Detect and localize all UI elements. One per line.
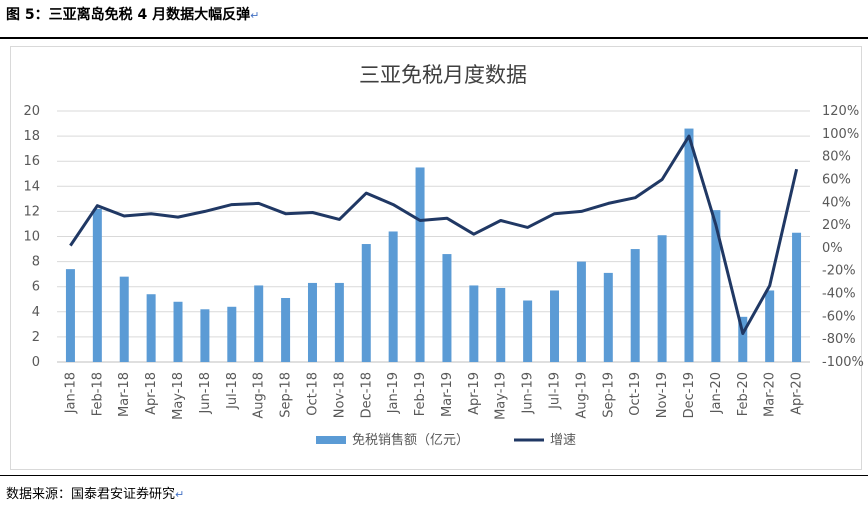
x-tick-label: Dec-18 — [359, 372, 374, 418]
x-tick-label: Feb-20 — [736, 372, 751, 416]
left-tick-label: 12 — [23, 204, 40, 219]
left-tick-label: 2 — [32, 330, 40, 345]
right-tick-label: -100% — [822, 355, 864, 370]
legend-bar-swatch — [316, 436, 346, 444]
bar — [792, 232, 802, 362]
return-mark: ↵ — [175, 488, 185, 501]
left-tick-label: 14 — [23, 179, 40, 194]
x-tick-label: May-19 — [494, 372, 509, 420]
left-tick-label: 6 — [32, 280, 40, 295]
right-tick-label: 20% — [822, 218, 851, 233]
right-tick-label: -80% — [822, 332, 856, 347]
left-tick-label: 18 — [23, 129, 40, 144]
top-divider — [0, 37, 868, 39]
x-axis-labels: Jan-18 Feb-18 Mar-18 Apr-18 May-18 Jun-18 Jul-… — [63, 372, 804, 420]
bar — [388, 231, 398, 362]
bar — [684, 128, 694, 362]
x-tick-label: Oct-19 — [628, 372, 643, 416]
bar — [146, 294, 156, 362]
legend: 免税销售额（亿元） 增速 — [316, 432, 576, 448]
x-tick-label: Jan-19 — [386, 372, 401, 414]
right-tick-label: 120% — [822, 104, 859, 119]
bar — [469, 285, 479, 362]
x-tick-label: Oct-18 — [305, 372, 320, 416]
x-tick-label: Jul-19 — [548, 372, 563, 410]
x-tick-label: Jun-18 — [198, 372, 213, 415]
bar — [630, 249, 640, 362]
left-tick-label: 4 — [32, 305, 40, 320]
x-tick-label: Mar-18 — [117, 372, 132, 417]
right-tick-label: 60% — [822, 172, 851, 187]
bar — [334, 282, 344, 362]
x-tick-label: Jan-18 — [63, 372, 78, 414]
gridlines — [57, 110, 810, 363]
bar — [738, 316, 748, 362]
growth-line — [69, 134, 799, 335]
legend-bar-label: 免税销售额（亿元） — [352, 432, 469, 448]
bar — [765, 290, 775, 362]
right-tick-label: 100% — [822, 127, 859, 142]
right-tick-label: 0% — [822, 241, 843, 256]
bar — [711, 210, 721, 362]
right-axis-labels: -100% -80% -60% -40% -20% 0% 20% 40% 60% 80% 100% 1… — [822, 104, 864, 370]
bar — [576, 261, 586, 362]
x-tick-label: Jan-20 — [709, 372, 724, 414]
bar — [254, 285, 264, 362]
x-tick-label: Apr-20 — [790, 372, 805, 415]
x-tick-label: Feb-18 — [90, 372, 105, 416]
chart-frame — [10, 46, 862, 470]
x-tick-label: Sep-19 — [601, 372, 616, 418]
bar — [119, 276, 129, 362]
bar — [361, 244, 371, 362]
left-tick-label: 10 — [23, 230, 40, 245]
bar — [307, 282, 317, 362]
bar-series — [65, 128, 802, 362]
bar — [603, 272, 613, 362]
x-tick-label: Dec-19 — [682, 372, 697, 418]
chart-title: 三亚免税月度数据 — [359, 63, 527, 87]
bar — [442, 254, 452, 362]
left-tick-label: 0 — [32, 355, 40, 370]
left-tick-label: 16 — [23, 154, 40, 169]
right-tick-label: 80% — [822, 150, 851, 165]
return-mark: ↵ — [250, 9, 260, 22]
bar — [200, 309, 210, 362]
right-tick-label: -40% — [822, 287, 856, 302]
right-tick-label: -60% — [822, 309, 856, 324]
bar — [281, 297, 291, 362]
bar — [227, 306, 237, 362]
left-axis-labels: 0 2 4 6 8 10 12 14 16 18 20 — [23, 104, 40, 370]
x-tick-label: Mar-19 — [440, 372, 455, 417]
bar — [92, 208, 102, 362]
legend-line-label: 增速 — [550, 433, 576, 448]
x-tick-label: Aug-19 — [574, 372, 589, 419]
x-tick-label: Mar-20 — [763, 372, 778, 417]
x-tick-label: Nov-19 — [655, 372, 670, 418]
bar — [657, 235, 667, 362]
x-tick-label: Jun-19 — [521, 372, 536, 415]
left-tick-label: 20 — [23, 104, 40, 119]
bar — [65, 269, 75, 362]
bar — [173, 301, 183, 362]
x-tick-label: Nov-18 — [332, 372, 347, 418]
x-tick-label: Apr-18 — [144, 372, 159, 415]
bar — [415, 167, 425, 362]
x-tick-label: Sep-18 — [279, 372, 294, 418]
bar — [523, 300, 533, 362]
x-tick-label: Jul-18 — [225, 372, 240, 410]
right-tick-label: 40% — [822, 195, 851, 210]
x-tick-label: Apr-19 — [467, 372, 482, 415]
x-tick-label: May-18 — [171, 372, 186, 420]
bar — [496, 287, 506, 362]
figure-title: 图 5：三亚离岛免税 4 月数据大幅反弹↵ — [6, 7, 260, 23]
x-tick-label: Aug-18 — [252, 372, 267, 419]
left-tick-label: 8 — [32, 255, 40, 270]
source-note: 数据来源：国泰君安证券研究↵ — [6, 487, 185, 502]
bar — [550, 290, 560, 362]
bottom-divider — [0, 475, 868, 476]
right-tick-label: -20% — [822, 264, 856, 279]
x-tick-label: Feb-19 — [413, 372, 428, 416]
